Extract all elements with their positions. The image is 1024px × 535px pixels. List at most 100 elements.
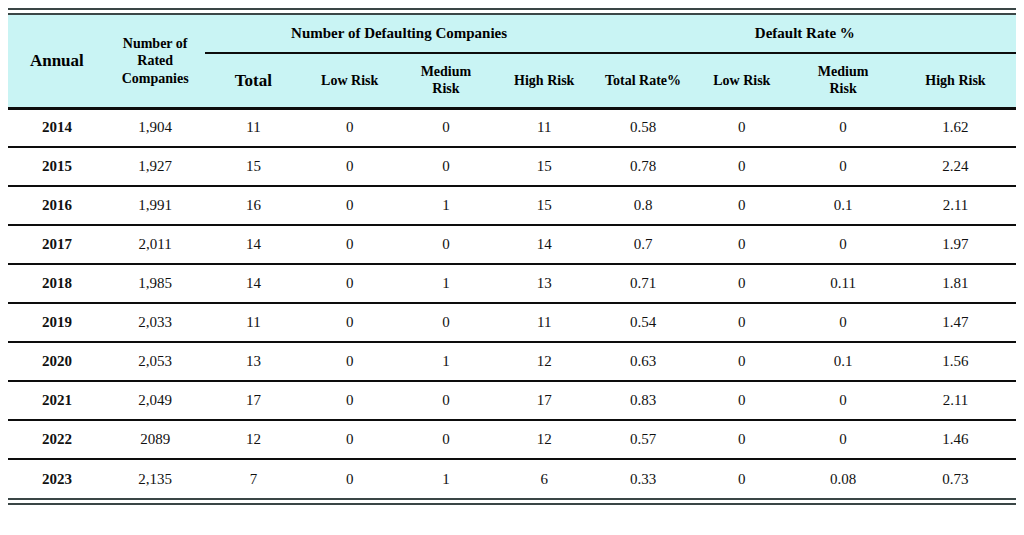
table-row: 20192,0331100110.54001.47: [8, 303, 1016, 342]
value-cell: 2,135: [106, 459, 205, 498]
value-cell: 15: [495, 186, 594, 225]
col-header-def-total: Total: [205, 53, 303, 108]
value-cell: 14: [205, 264, 303, 303]
table-body: 20141,9041100110.58001.6220151,927150015…: [8, 108, 1016, 498]
value-cell: 0: [302, 264, 397, 303]
value-cell: 2.11: [895, 381, 1016, 420]
value-cell: 0.08: [791, 459, 895, 498]
table-row: 20172,0111400140.7001.97: [8, 225, 1016, 264]
value-cell: 11: [205, 108, 303, 147]
value-cell: 2.11: [895, 186, 1016, 225]
value-cell: 1.97: [895, 225, 1016, 264]
year-cell: 2016: [8, 186, 106, 225]
value-cell: 1,927: [106, 147, 205, 186]
year-cell: 2018: [8, 264, 106, 303]
value-cell: 0.63: [594, 342, 693, 381]
value-cell: 11: [495, 303, 594, 342]
value-cell: 0: [692, 225, 791, 264]
value-cell: 0: [692, 342, 791, 381]
value-cell: 0: [302, 225, 397, 264]
table-row: 20212,0491700170.83002.11: [8, 381, 1016, 420]
value-cell: 1: [397, 342, 495, 381]
value-cell: 0.11: [791, 264, 895, 303]
value-cell: 0: [302, 186, 397, 225]
table-row: 20232,13570160.3300.080.73: [8, 459, 1016, 498]
table-row: 20202,0531301120.6300.11.56: [8, 342, 1016, 381]
value-cell: 0: [302, 420, 397, 459]
table-row: 20181,9851401130.7100.111.81: [8, 264, 1016, 303]
value-cell: 1: [397, 459, 495, 498]
col-header-def-low-risk: Low Risk: [302, 53, 397, 108]
col-header-rated-companies: Number of Rated Companies: [106, 15, 205, 108]
col-header-total-rate: Total Rate%: [594, 53, 693, 108]
value-cell: 15: [495, 147, 594, 186]
value-cell: 0: [692, 420, 791, 459]
table-row: 20161,9911601150.800.12.11: [8, 186, 1016, 225]
value-cell: 1: [397, 186, 495, 225]
value-cell: 0: [302, 381, 397, 420]
value-cell: 0: [692, 108, 791, 147]
col-header-rate-medium-risk: Medium Risk: [791, 53, 895, 108]
value-cell: 0: [692, 264, 791, 303]
year-cell: 2020: [8, 342, 106, 381]
value-cell: 0: [397, 147, 495, 186]
group-header-row: Annual Number of Rated Companies Number …: [8, 15, 1016, 53]
value-cell: 0.58: [594, 108, 693, 147]
value-cell: 1.56: [895, 342, 1016, 381]
value-cell: 0: [791, 381, 895, 420]
value-cell: 2089: [106, 420, 205, 459]
value-cell: 0.33: [594, 459, 693, 498]
value-cell: 0: [791, 108, 895, 147]
value-cell: 6: [495, 459, 594, 498]
table-row: 20141,9041100110.58001.62: [8, 108, 1016, 147]
value-cell: 12: [205, 420, 303, 459]
value-cell: 2,011: [106, 225, 205, 264]
value-cell: 0.1: [791, 342, 895, 381]
table-header: Annual Number of Rated Companies Number …: [8, 15, 1016, 108]
annual-default-statistics-table: Annual Number of Rated Companies Number …: [8, 15, 1016, 498]
value-cell: 1,985: [106, 264, 205, 303]
year-cell: 2023: [8, 459, 106, 498]
value-cell: 0: [692, 147, 791, 186]
value-cell: 0: [397, 108, 495, 147]
value-cell: 0: [302, 108, 397, 147]
value-cell: 0: [791, 303, 895, 342]
value-cell: 1,904: [106, 108, 205, 147]
table-row: 202220891200120.57001.46: [8, 420, 1016, 459]
value-cell: 0.54: [594, 303, 693, 342]
value-cell: 0: [302, 303, 397, 342]
col-header-def-high-risk: High Risk: [495, 53, 594, 108]
value-cell: 0: [302, 342, 397, 381]
value-cell: 1.46: [895, 420, 1016, 459]
value-cell: 0.8: [594, 186, 693, 225]
value-cell: 0: [692, 381, 791, 420]
value-cell: 2.24: [895, 147, 1016, 186]
value-cell: 1.62: [895, 108, 1016, 147]
year-cell: 2017: [8, 225, 106, 264]
value-cell: 0: [791, 420, 895, 459]
value-cell: 13: [205, 342, 303, 381]
value-cell: 15: [205, 147, 303, 186]
table-row: 20151,9271500150.78002.24: [8, 147, 1016, 186]
value-cell: 0: [397, 303, 495, 342]
value-cell: 17: [205, 381, 303, 420]
value-cell: 0: [302, 459, 397, 498]
group-header-defaulting-companies: Number of Defaulting Companies: [205, 15, 594, 53]
value-cell: 1,991: [106, 186, 205, 225]
value-cell: 1: [397, 264, 495, 303]
value-cell: 0: [302, 147, 397, 186]
group-header-default-rate: Default Rate %: [594, 15, 1016, 53]
value-cell: 0.57: [594, 420, 693, 459]
value-cell: 0: [397, 381, 495, 420]
value-cell: 2,033: [106, 303, 205, 342]
value-cell: 1.81: [895, 264, 1016, 303]
value-cell: 7: [205, 459, 303, 498]
value-cell: 12: [495, 342, 594, 381]
value-cell: 11: [205, 303, 303, 342]
year-cell: 2014: [8, 108, 106, 147]
col-header-annual: Annual: [8, 15, 106, 108]
annual-default-statistics-container: Annual Number of Rated Companies Number …: [8, 8, 1016, 505]
value-cell: 0: [692, 303, 791, 342]
value-cell: 0.7: [594, 225, 693, 264]
value-cell: 0.1: [791, 186, 895, 225]
